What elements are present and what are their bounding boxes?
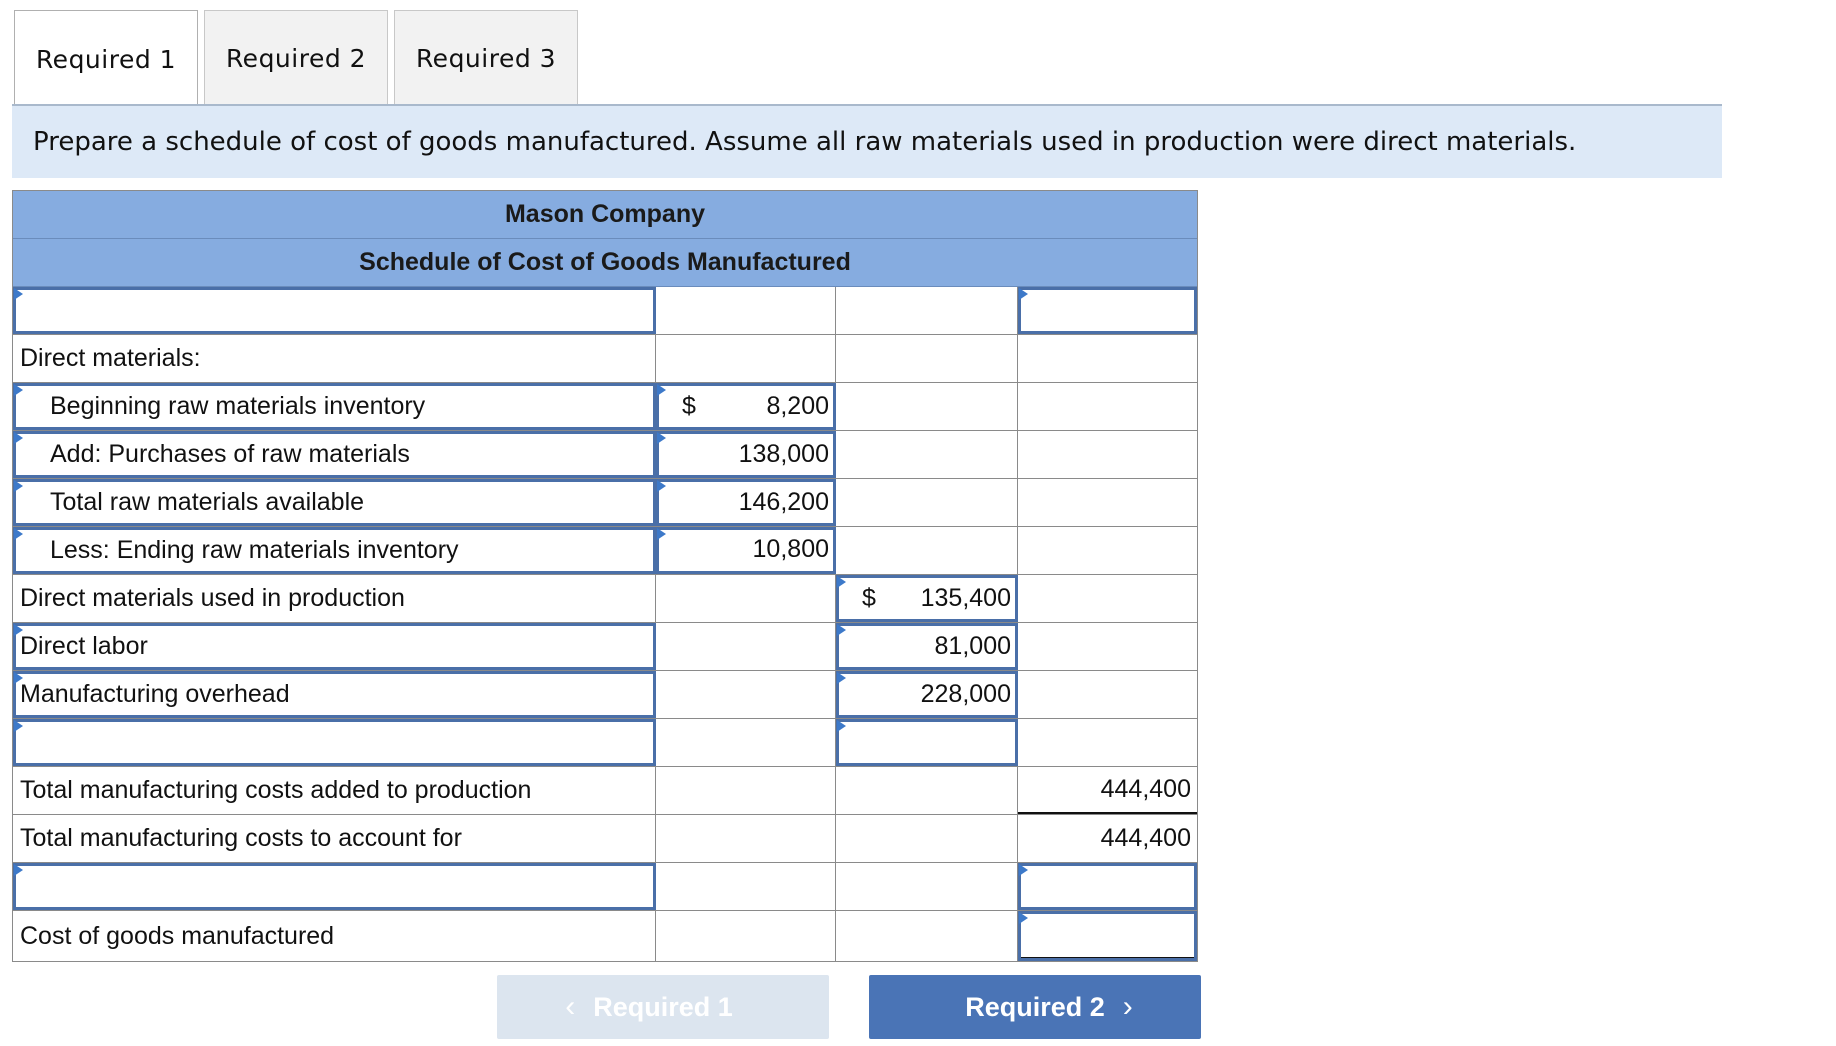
next-button[interactable]: ‹ Required 2 › <box>869 975 1201 1039</box>
tab-bar: Required 1 Required 2 Required 3 <box>14 10 584 108</box>
amount-input[interactable]: 146,200 <box>656 479 836 526</box>
label-dropdown[interactable] <box>13 287 656 334</box>
table-row: Less: Ending raw materials inventory 10,… <box>13 527 1197 575</box>
tab-required-2[interactable]: Required 2 <box>204 10 388 106</box>
empty-cell <box>836 911 1018 961</box>
instruction-text: Prepare a schedule of cost of goods manu… <box>12 106 1722 178</box>
label-dropdown[interactable]: Beginning raw materials inventory <box>13 383 656 430</box>
table-row: Beginning raw materials inventory $ 8,20… <box>13 383 1197 431</box>
tab-divider <box>12 104 1722 106</box>
empty-cell <box>836 527 1018 574</box>
schedule-title: Schedule of Cost of Goods Manufactured <box>13 239 1197 287</box>
label-dropdown[interactable] <box>13 719 656 766</box>
empty-cell <box>836 767 1018 814</box>
amount-input[interactable]: $ 8,200 <box>656 383 836 430</box>
table-row <box>13 287 1197 335</box>
empty-cell <box>1018 383 1197 430</box>
table-row <box>13 719 1197 767</box>
dollar-sign: $ <box>862 584 876 612</box>
row-label: Total manufacturing costs to account for <box>13 815 656 862</box>
amount-input[interactable] <box>1018 863 1197 910</box>
label-dropdown[interactable] <box>13 863 656 910</box>
amount-input[interactable] <box>1018 911 1197 961</box>
empty-cell <box>1018 431 1197 478</box>
amount-input[interactable]: 81,000 <box>836 623 1018 670</box>
empty-cell <box>1018 671 1197 718</box>
empty-cell <box>1018 623 1197 670</box>
table-row: Direct materials used in production $ 13… <box>13 575 1197 623</box>
empty-cell <box>1018 335 1197 382</box>
empty-cell <box>656 911 836 961</box>
empty-cell <box>1018 575 1197 622</box>
table-row <box>13 863 1197 911</box>
dollar-sign: $ <box>682 392 696 420</box>
empty-cell <box>836 479 1018 526</box>
empty-cell <box>836 815 1018 862</box>
table-row: Manufacturing overhead 228,000 <box>13 671 1197 719</box>
empty-cell <box>656 335 836 382</box>
table-row: Cost of goods manufactured <box>13 911 1197 961</box>
empty-cell <box>656 815 836 862</box>
table-row: Direct labor 81,000 <box>13 623 1197 671</box>
amount-input[interactable]: 10,800 <box>656 527 836 574</box>
prev-button-label: Required 1 <box>593 991 733 1022</box>
empty-cell <box>836 431 1018 478</box>
amount-input[interactable] <box>1018 287 1197 334</box>
table-row: Total manufacturing costs to account for… <box>13 815 1197 863</box>
amount-input[interactable]: $ 135,400 <box>836 575 1018 622</box>
empty-cell <box>656 623 836 670</box>
amount-value: 444,400 <box>1100 824 1191 852</box>
empty-cell <box>836 383 1018 430</box>
empty-cell <box>656 719 836 766</box>
empty-cell <box>836 335 1018 382</box>
empty-cell <box>656 863 836 910</box>
empty-cell <box>656 767 836 814</box>
row-label: Cost of goods manufactured <box>13 911 656 961</box>
tab-required-3[interactable]: Required 3 <box>394 10 578 106</box>
empty-cell <box>836 287 1018 334</box>
amount-input[interactable]: 138,000 <box>656 431 836 478</box>
empty-cell <box>836 863 1018 910</box>
empty-cell <box>656 575 836 622</box>
row-label: Direct materials: <box>13 335 656 382</box>
chevron-left-icon: ‹ <box>565 990 576 1023</box>
empty-cell <box>1018 479 1197 526</box>
amount-value: 8,200 <box>766 392 829 420</box>
amount-input[interactable] <box>836 719 1018 766</box>
table-row: Total raw materials available 146,200 <box>13 479 1197 527</box>
tab-required-1[interactable]: Required 1 <box>14 10 198 108</box>
label-dropdown[interactable]: Direct labor <box>13 623 656 670</box>
label-dropdown[interactable]: Add: Purchases of raw materials <box>13 431 656 478</box>
empty-cell <box>1018 719 1197 766</box>
empty-cell <box>656 287 836 334</box>
next-button-label: Required 2 <box>965 991 1105 1022</box>
chevron-right-icon: › <box>1122 990 1133 1023</box>
row-label: Total manufacturing costs added to produ… <box>13 767 656 814</box>
prev-button[interactable]: ‹ Required 1 › <box>497 975 829 1039</box>
table-row: Add: Purchases of raw materials 138,000 <box>13 431 1197 479</box>
amount-value: 135,400 <box>920 584 1011 612</box>
table-row: Total manufacturing costs added to produ… <box>13 767 1197 815</box>
schedule-table: Mason Company Schedule of Cost of Goods … <box>12 190 1198 962</box>
empty-cell <box>656 671 836 718</box>
label-dropdown[interactable]: Total raw materials available <box>13 479 656 526</box>
label-dropdown[interactable]: Manufacturing overhead <box>13 671 656 718</box>
company-name: Mason Company <box>13 191 1197 239</box>
label-dropdown[interactable]: Less: Ending raw materials inventory <box>13 527 656 574</box>
empty-cell <box>1018 527 1197 574</box>
amount-input[interactable]: 228,000 <box>836 671 1018 718</box>
table-row: Direct materials: <box>13 335 1197 383</box>
amount-value: 444,400 <box>1018 767 1197 814</box>
row-label: Direct materials used in production <box>13 575 656 622</box>
